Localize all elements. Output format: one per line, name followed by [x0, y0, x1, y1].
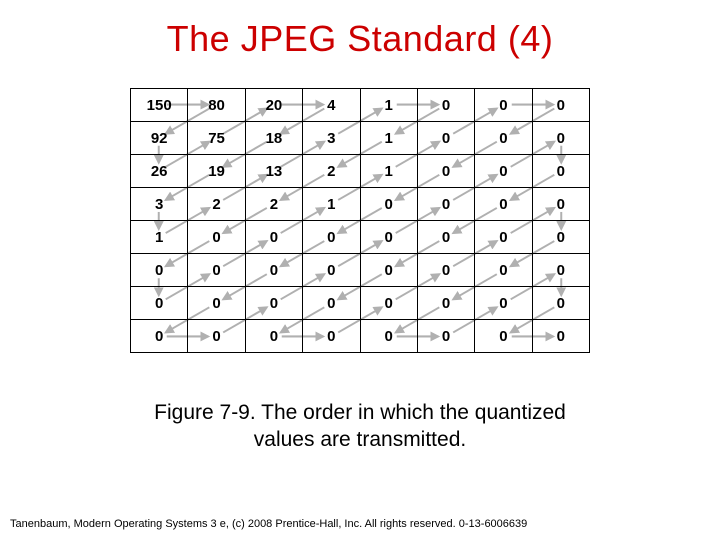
table-cell: 0	[245, 320, 302, 353]
table-cell: 150	[131, 89, 188, 122]
table-cell: 0	[532, 89, 589, 122]
table-cell: 0	[303, 287, 360, 320]
table-cell: 0	[475, 89, 532, 122]
figure-container: 1508020410009275183100026191321000322100…	[130, 88, 590, 353]
table-cell: 0	[475, 221, 532, 254]
table-cell: 0	[475, 155, 532, 188]
table-cell: 0	[360, 221, 417, 254]
table-cell: 0	[532, 320, 589, 353]
table-cell: 1	[360, 155, 417, 188]
table-cell: 0	[245, 254, 302, 287]
table-cell: 0	[475, 188, 532, 221]
table-cell: 0	[303, 320, 360, 353]
table-cell: 0	[360, 188, 417, 221]
table-cell: 0	[188, 221, 245, 254]
table-cell: 1	[303, 188, 360, 221]
table-cell: 0	[417, 155, 474, 188]
table-cell: 0	[417, 287, 474, 320]
table-cell: 0	[360, 254, 417, 287]
table-cell: 0	[188, 320, 245, 353]
caption-line-2: values are transmitted.	[254, 428, 466, 451]
table-cell: 18	[245, 122, 302, 155]
table-cell: 1	[360, 89, 417, 122]
table-cell: 4	[303, 89, 360, 122]
table-cell: 0	[532, 221, 589, 254]
table-cell: 1	[360, 122, 417, 155]
table-cell: 2	[188, 188, 245, 221]
table-cell: 0	[360, 320, 417, 353]
table-cell: 0	[532, 254, 589, 287]
table-cell: 0	[131, 254, 188, 287]
table-cell: 26	[131, 155, 188, 188]
table-cell: 3	[303, 122, 360, 155]
table-cell: 0	[475, 287, 532, 320]
table-cell: 0	[417, 89, 474, 122]
table-cell: 0	[188, 254, 245, 287]
table-cell: 0	[303, 221, 360, 254]
table-cell: 92	[131, 122, 188, 155]
quantized-values-table: 1508020410009275183100026191321000322100…	[130, 88, 590, 353]
table-cell: 0	[303, 254, 360, 287]
table-cell: 75	[188, 122, 245, 155]
table-cell: 0	[188, 287, 245, 320]
table-cell: 0	[417, 188, 474, 221]
table-cell: 0	[131, 287, 188, 320]
table-cell: 0	[475, 254, 532, 287]
table-cell: 0	[417, 122, 474, 155]
table-cell: 3	[131, 188, 188, 221]
table-cell: 0	[417, 254, 474, 287]
table-cell: 80	[188, 89, 245, 122]
table-cell: 0	[417, 221, 474, 254]
table-cell: 0	[532, 188, 589, 221]
table-cell: 0	[475, 122, 532, 155]
table-cell: 1	[131, 221, 188, 254]
caption-line-1: Figure 7-9. The order in which the quant…	[154, 401, 566, 424]
table-cell: 0	[360, 287, 417, 320]
table-cell: 0	[532, 287, 589, 320]
table-cell: 0	[131, 320, 188, 353]
table-cell: 19	[188, 155, 245, 188]
figure-caption: Figure 7-9. The order in which the quant…	[0, 399, 720, 454]
table-cell: 0	[475, 320, 532, 353]
table-cell: 2	[303, 155, 360, 188]
slide-title: The JPEG Standard (4)	[0, 0, 720, 88]
table-cell: 0	[245, 221, 302, 254]
table-cell: 20	[245, 89, 302, 122]
table-cell: 0	[532, 122, 589, 155]
table-cell: 0	[245, 287, 302, 320]
table-cell: 2	[245, 188, 302, 221]
table-cell: 0	[532, 155, 589, 188]
table-cell: 0	[417, 320, 474, 353]
table-cell: 13	[245, 155, 302, 188]
copyright-footer: Tanenbaum, Modern Operating Systems 3 e,…	[10, 518, 527, 530]
